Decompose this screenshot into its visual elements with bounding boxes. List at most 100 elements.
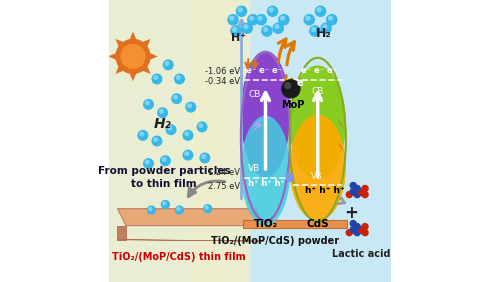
Circle shape — [144, 159, 154, 168]
Polygon shape — [118, 240, 264, 241]
Circle shape — [140, 132, 143, 136]
Circle shape — [138, 131, 147, 140]
Text: VB: VB — [310, 171, 322, 180]
Text: 1.24 eV: 1.24 eV — [208, 168, 240, 177]
Text: CdS: CdS — [306, 219, 329, 229]
Text: MoP: MoP — [282, 100, 305, 110]
Circle shape — [188, 104, 192, 107]
Text: H₂: H₂ — [154, 117, 172, 131]
Text: H⁺: H⁺ — [231, 33, 246, 43]
Text: CB: CB — [248, 90, 260, 99]
Circle shape — [160, 156, 170, 166]
Circle shape — [354, 191, 360, 198]
Circle shape — [354, 186, 360, 191]
Circle shape — [199, 124, 202, 127]
Circle shape — [256, 15, 266, 25]
Text: e⁻ e⁻ e⁻: e⁻ e⁻ e⁻ — [246, 66, 282, 75]
Polygon shape — [116, 61, 128, 74]
Circle shape — [168, 126, 172, 130]
Bar — [244, 0, 248, 282]
Circle shape — [186, 102, 196, 112]
Circle shape — [148, 206, 155, 214]
Circle shape — [275, 25, 279, 28]
Circle shape — [346, 191, 352, 198]
Circle shape — [346, 230, 352, 236]
Circle shape — [362, 224, 368, 230]
Circle shape — [321, 23, 331, 33]
Circle shape — [164, 60, 173, 70]
Bar — [248, 0, 251, 282]
Circle shape — [154, 138, 158, 141]
Circle shape — [152, 136, 162, 146]
Bar — [214, 0, 218, 282]
Bar — [220, 0, 224, 282]
Bar — [224, 0, 228, 282]
Circle shape — [312, 28, 316, 31]
Circle shape — [268, 6, 278, 16]
Circle shape — [318, 8, 321, 12]
Circle shape — [121, 45, 145, 68]
Bar — [197, 0, 200, 282]
Circle shape — [154, 76, 158, 79]
Polygon shape — [243, 220, 348, 228]
Polygon shape — [338, 141, 344, 152]
Circle shape — [310, 26, 320, 36]
Text: TiO₂/(MoP/CdS) powder: TiO₂/(MoP/CdS) powder — [212, 236, 340, 246]
Bar — [207, 0, 210, 282]
Circle shape — [358, 227, 364, 233]
Circle shape — [183, 150, 193, 160]
Text: Lactic acid: Lactic acid — [332, 249, 390, 259]
Text: h⁺ h⁺ h⁺: h⁺ h⁺ h⁺ — [305, 186, 344, 195]
Circle shape — [316, 6, 326, 16]
Circle shape — [146, 101, 149, 105]
Circle shape — [174, 74, 184, 84]
Ellipse shape — [241, 116, 290, 226]
Circle shape — [264, 28, 268, 31]
Circle shape — [250, 16, 254, 20]
Circle shape — [172, 94, 182, 103]
Circle shape — [244, 25, 248, 28]
Polygon shape — [138, 39, 150, 51]
Bar — [241, 0, 244, 282]
Bar — [109, 0, 250, 282]
Bar — [204, 0, 207, 282]
Polygon shape — [338, 118, 344, 130]
Circle shape — [304, 15, 314, 25]
Circle shape — [162, 157, 166, 161]
Circle shape — [350, 189, 356, 195]
Circle shape — [166, 125, 176, 135]
Circle shape — [144, 100, 154, 109]
Bar — [218, 0, 220, 282]
Polygon shape — [118, 209, 264, 226]
Ellipse shape — [290, 114, 346, 221]
Circle shape — [185, 152, 188, 155]
Circle shape — [350, 227, 356, 233]
Circle shape — [163, 202, 166, 205]
Circle shape — [306, 16, 310, 20]
Ellipse shape — [290, 65, 346, 180]
Text: H₂: H₂ — [316, 27, 331, 40]
Circle shape — [362, 186, 368, 191]
Circle shape — [116, 39, 150, 73]
Circle shape — [183, 131, 193, 140]
Circle shape — [176, 76, 180, 79]
Circle shape — [350, 182, 356, 188]
Polygon shape — [128, 32, 138, 44]
Circle shape — [200, 153, 209, 163]
Text: CB: CB — [312, 87, 324, 96]
Bar — [228, 0, 231, 282]
Polygon shape — [128, 69, 138, 81]
Circle shape — [174, 95, 178, 99]
Circle shape — [160, 109, 163, 113]
Circle shape — [149, 207, 152, 210]
Bar — [194, 0, 197, 282]
Text: VB: VB — [248, 164, 260, 173]
Circle shape — [242, 23, 252, 33]
Text: e⁻ e⁻ e⁻: e⁻ e⁻ e⁻ — [301, 66, 337, 75]
Circle shape — [162, 201, 170, 208]
Circle shape — [185, 132, 188, 136]
Circle shape — [279, 15, 289, 25]
Bar — [254, 0, 258, 282]
Circle shape — [354, 224, 360, 230]
Bar — [231, 0, 234, 282]
